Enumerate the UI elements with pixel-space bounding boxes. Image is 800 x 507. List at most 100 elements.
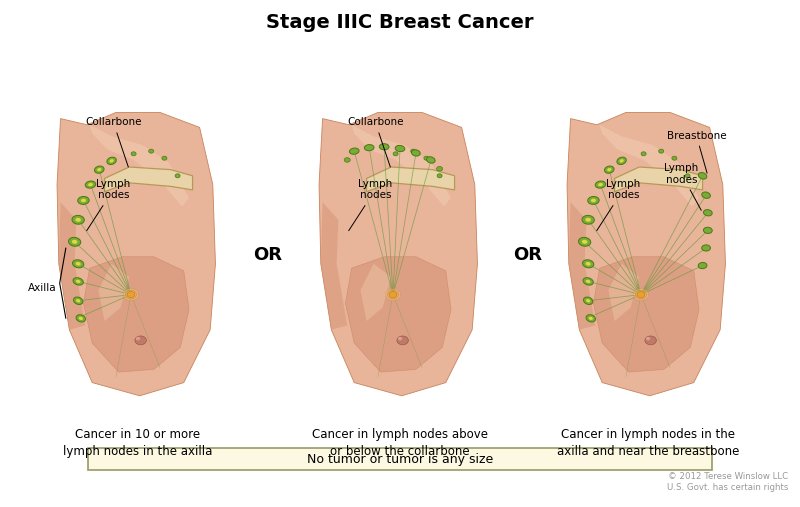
Ellipse shape xyxy=(426,157,435,163)
Ellipse shape xyxy=(78,317,83,320)
Ellipse shape xyxy=(76,262,81,266)
Ellipse shape xyxy=(69,237,81,246)
Polygon shape xyxy=(319,113,478,396)
Ellipse shape xyxy=(617,157,626,165)
Ellipse shape xyxy=(389,292,397,298)
Ellipse shape xyxy=(698,263,707,269)
Ellipse shape xyxy=(386,288,401,301)
Ellipse shape xyxy=(424,156,429,160)
Text: Lymph
nodes: Lymph nodes xyxy=(664,163,702,210)
Ellipse shape xyxy=(364,144,374,151)
Ellipse shape xyxy=(634,288,649,301)
Ellipse shape xyxy=(685,174,690,178)
Ellipse shape xyxy=(398,337,402,340)
Ellipse shape xyxy=(344,158,350,162)
Text: Lymph
nodes: Lymph nodes xyxy=(597,179,641,231)
Ellipse shape xyxy=(78,197,89,204)
Ellipse shape xyxy=(646,337,650,340)
Text: Lymph
nodes: Lymph nodes xyxy=(349,179,393,231)
Ellipse shape xyxy=(88,183,93,186)
Ellipse shape xyxy=(76,299,80,303)
Polygon shape xyxy=(57,113,215,396)
Ellipse shape xyxy=(393,152,398,156)
Ellipse shape xyxy=(73,278,83,285)
Text: Collarbone: Collarbone xyxy=(347,118,404,167)
Ellipse shape xyxy=(75,218,81,222)
Ellipse shape xyxy=(586,280,590,283)
Ellipse shape xyxy=(702,245,710,251)
Ellipse shape xyxy=(607,168,611,171)
Ellipse shape xyxy=(127,292,135,298)
Ellipse shape xyxy=(698,172,706,179)
Polygon shape xyxy=(90,125,189,206)
Polygon shape xyxy=(346,257,451,372)
Ellipse shape xyxy=(582,260,594,268)
Polygon shape xyxy=(83,257,189,372)
Ellipse shape xyxy=(586,218,591,222)
Text: © 2012 Terese Winslow LLC
U.S. Govt. has certain rights: © 2012 Terese Winslow LLC U.S. Govt. has… xyxy=(666,472,788,492)
Ellipse shape xyxy=(74,297,83,305)
Ellipse shape xyxy=(76,280,81,283)
Ellipse shape xyxy=(586,299,590,303)
Ellipse shape xyxy=(94,166,104,173)
Polygon shape xyxy=(614,167,702,192)
Ellipse shape xyxy=(126,290,137,299)
Polygon shape xyxy=(321,202,347,330)
Ellipse shape xyxy=(123,288,138,301)
Ellipse shape xyxy=(582,240,587,244)
Ellipse shape xyxy=(583,297,593,305)
Polygon shape xyxy=(98,264,129,321)
Ellipse shape xyxy=(595,181,606,188)
Ellipse shape xyxy=(586,262,590,266)
Ellipse shape xyxy=(72,215,84,224)
Text: OR: OR xyxy=(514,246,542,264)
Ellipse shape xyxy=(410,149,416,153)
Ellipse shape xyxy=(703,209,712,216)
Ellipse shape xyxy=(397,336,408,345)
Polygon shape xyxy=(608,264,639,321)
Ellipse shape xyxy=(175,174,180,178)
Ellipse shape xyxy=(350,148,359,154)
Ellipse shape xyxy=(582,215,594,224)
Polygon shape xyxy=(352,125,451,206)
Ellipse shape xyxy=(131,152,136,156)
Text: Axilla: Axilla xyxy=(29,282,57,293)
Ellipse shape xyxy=(97,168,102,171)
Text: OR: OR xyxy=(254,246,282,264)
Text: Collarbone: Collarbone xyxy=(85,118,142,167)
Ellipse shape xyxy=(702,192,710,198)
Polygon shape xyxy=(59,202,86,330)
Ellipse shape xyxy=(135,336,146,345)
Ellipse shape xyxy=(437,166,442,171)
Ellipse shape xyxy=(578,237,590,246)
Ellipse shape xyxy=(162,156,167,160)
Text: Lymph
nodes: Lymph nodes xyxy=(86,179,130,231)
Ellipse shape xyxy=(637,292,645,298)
Ellipse shape xyxy=(136,337,140,340)
Polygon shape xyxy=(594,257,699,372)
FancyBboxPatch shape xyxy=(88,448,712,470)
Ellipse shape xyxy=(583,278,594,285)
Ellipse shape xyxy=(73,260,84,268)
Ellipse shape xyxy=(589,317,593,320)
Ellipse shape xyxy=(658,149,664,153)
Ellipse shape xyxy=(703,227,712,233)
Polygon shape xyxy=(366,167,454,192)
Ellipse shape xyxy=(588,197,599,204)
Ellipse shape xyxy=(81,199,86,202)
Text: Breastbone: Breastbone xyxy=(666,131,726,173)
Ellipse shape xyxy=(437,174,442,178)
Ellipse shape xyxy=(586,315,595,322)
Polygon shape xyxy=(360,264,391,321)
Ellipse shape xyxy=(635,290,646,299)
Ellipse shape xyxy=(76,315,86,322)
Text: Cancer in 10 or more
lymph nodes in the axilla: Cancer in 10 or more lymph nodes in the … xyxy=(63,428,213,458)
Ellipse shape xyxy=(149,149,154,153)
Text: Cancer in lymph nodes in the
axilla and near the breastbone: Cancer in lymph nodes in the axilla and … xyxy=(557,428,739,458)
Ellipse shape xyxy=(645,336,656,345)
Ellipse shape xyxy=(387,290,398,299)
Ellipse shape xyxy=(72,240,78,244)
Polygon shape xyxy=(105,167,193,192)
Text: Cancer in lymph nodes above
or below the collarbone: Cancer in lymph nodes above or below the… xyxy=(312,428,488,458)
Polygon shape xyxy=(567,113,726,396)
